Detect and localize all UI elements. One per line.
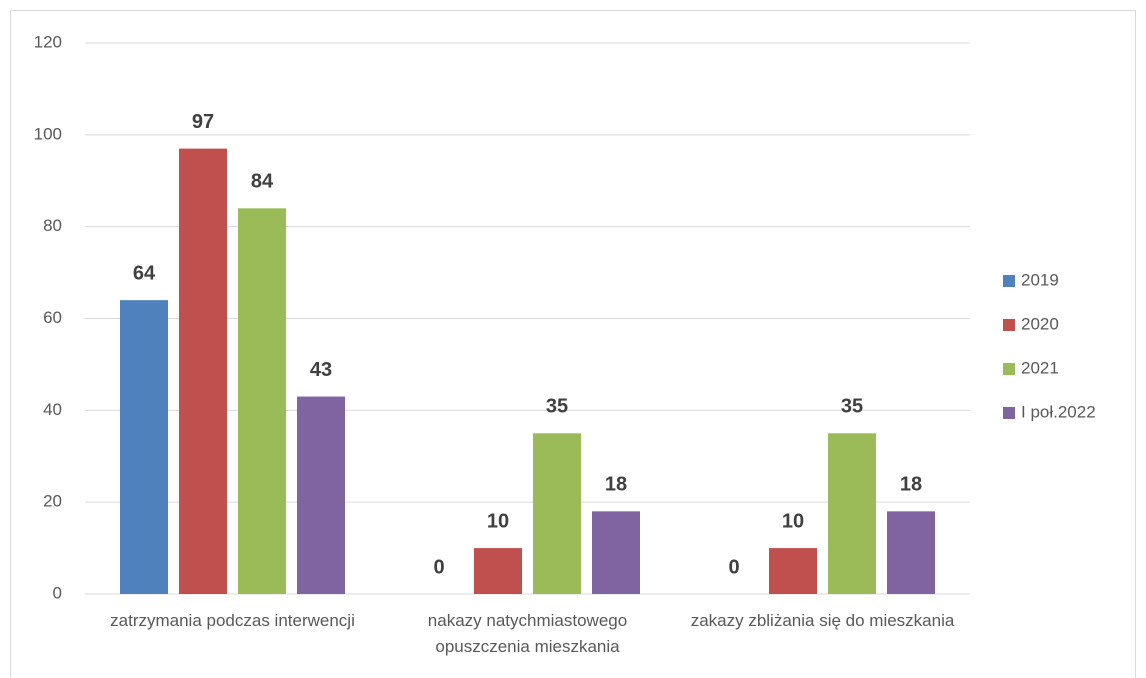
y-tick-label: 80 — [43, 216, 62, 235]
data-label: 35 — [546, 396, 568, 418]
data-label: 18 — [605, 474, 627, 496]
data-label: 10 — [782, 510, 804, 532]
bar — [533, 433, 581, 594]
legend-label: 2019 — [1021, 270, 1059, 289]
chart-border — [10, 10, 1136, 678]
bar — [887, 511, 935, 594]
data-label: 84 — [251, 171, 274, 193]
legend-swatch — [1003, 363, 1015, 375]
legend-label: 2020 — [1021, 314, 1059, 333]
x-tick-label: zatrzymania podczas interwencji — [110, 611, 355, 630]
data-label: 43 — [310, 359, 332, 381]
y-tick-label: 100 — [34, 124, 62, 143]
data-label: 10 — [487, 510, 509, 532]
legend-swatch — [1003, 275, 1015, 287]
bar — [769, 548, 817, 594]
data-label: 97 — [192, 111, 214, 133]
y-tick-label: 40 — [43, 400, 62, 419]
y-tick-label: 0 — [53, 583, 62, 602]
y-tick-label: 60 — [43, 308, 62, 327]
legend-label: I poł.2022 — [1021, 402, 1096, 421]
data-label: 18 — [900, 474, 922, 496]
data-label: 35 — [841, 396, 863, 418]
bar — [592, 511, 640, 594]
y-tick-label: 20 — [43, 492, 62, 511]
data-label: 0 — [433, 556, 444, 578]
bar — [120, 300, 168, 594]
bar — [238, 208, 286, 595]
bar — [474, 548, 522, 594]
y-tick-label: 120 — [34, 32, 62, 51]
legend-label: 2021 — [1021, 358, 1059, 377]
bar — [179, 148, 227, 594]
bar — [297, 396, 345, 594]
data-label: 64 — [133, 262, 156, 284]
data-label: 0 — [728, 556, 739, 578]
bar — [828, 433, 876, 594]
x-tick-label: nakazy natychmiastowego opuszczenia mies… — [427, 611, 628, 656]
x-tick-label: zakazy zbliżania się do mieszkania — [690, 611, 955, 630]
legend-swatch — [1003, 319, 1015, 331]
legend-swatch — [1003, 407, 1015, 419]
